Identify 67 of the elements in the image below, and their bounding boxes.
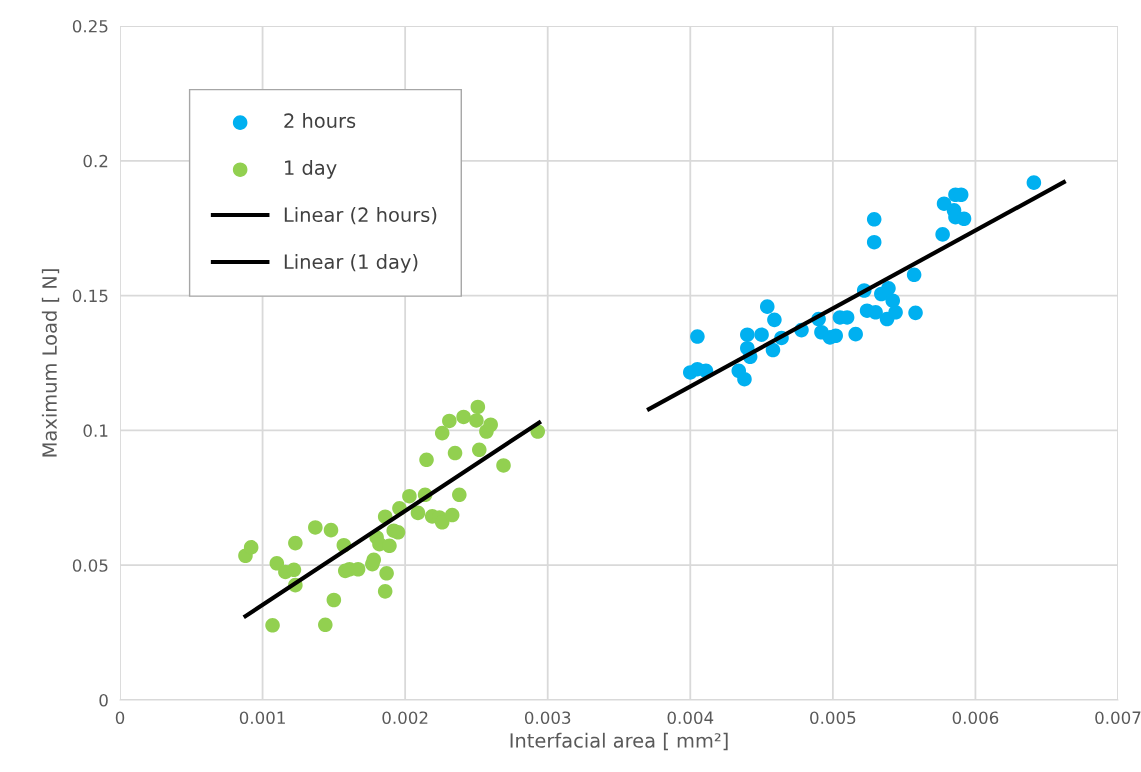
x-tick-label: 0.005 <box>810 711 856 725</box>
point <box>936 196 952 211</box>
y-axis-title: Maximum Load [ N] <box>41 269 60 457</box>
point <box>456 409 471 425</box>
point <box>434 425 450 441</box>
point <box>265 618 280 633</box>
point <box>866 234 882 250</box>
legend-label: Linear (2 hours) <box>284 207 437 225</box>
y-tick-label: 0.2 <box>83 154 108 168</box>
x-tick-label: 0.004 <box>667 711 714 725</box>
point <box>470 399 486 415</box>
point <box>382 538 397 554</box>
y-tick-label: 0.15 <box>72 289 108 303</box>
point <box>765 342 781 358</box>
point <box>1026 175 1042 190</box>
legend-label: 1 day <box>285 159 337 179</box>
point <box>419 452 434 468</box>
point <box>377 584 393 599</box>
point <box>447 445 463 461</box>
point <box>323 522 339 538</box>
point <box>483 417 498 433</box>
x-tick-label: 0.001 <box>239 711 285 725</box>
point <box>888 305 903 320</box>
point <box>442 413 457 429</box>
y-tick-label: 0.1 <box>83 424 108 437</box>
y-tick-label: 0.05 <box>72 559 108 572</box>
point <box>828 328 843 344</box>
y-tick-label: 0.25 <box>72 19 108 33</box>
x-tick-label: 0.007 <box>1095 711 1141 725</box>
point <box>379 566 394 581</box>
point <box>326 592 342 608</box>
point <box>402 488 417 504</box>
point <box>410 505 426 521</box>
point <box>759 299 775 314</box>
legend-label: 2 hours <box>284 112 356 129</box>
point <box>737 371 752 387</box>
point <box>935 227 950 242</box>
point <box>472 442 487 458</box>
point <box>866 212 882 227</box>
y-tick-label: 0 <box>99 693 108 707</box>
point <box>848 326 863 342</box>
point <box>868 305 883 320</box>
legend-label: Linear (1 day) <box>284 254 418 273</box>
point <box>767 312 782 328</box>
x-tick-label: 0.003 <box>524 711 571 725</box>
point <box>740 327 755 342</box>
point <box>496 458 511 473</box>
x-tick-label: 0.006 <box>952 711 999 725</box>
point <box>452 487 467 503</box>
point <box>469 413 484 428</box>
point <box>881 281 896 296</box>
point <box>243 540 259 555</box>
point <box>308 520 323 535</box>
point <box>906 267 922 283</box>
point <box>444 507 460 523</box>
point <box>956 211 972 227</box>
point <box>690 329 705 344</box>
point <box>288 535 303 551</box>
point <box>754 327 769 342</box>
x-tick-label: 0.002 <box>382 711 428 725</box>
x-axis-title: Interfacial area [ mm²] <box>510 732 728 751</box>
point <box>908 305 923 321</box>
x-tick-label: 0 <box>115 711 125 725</box>
point <box>390 525 406 540</box>
point <box>269 556 285 571</box>
point <box>318 617 333 633</box>
point <box>286 562 302 578</box>
